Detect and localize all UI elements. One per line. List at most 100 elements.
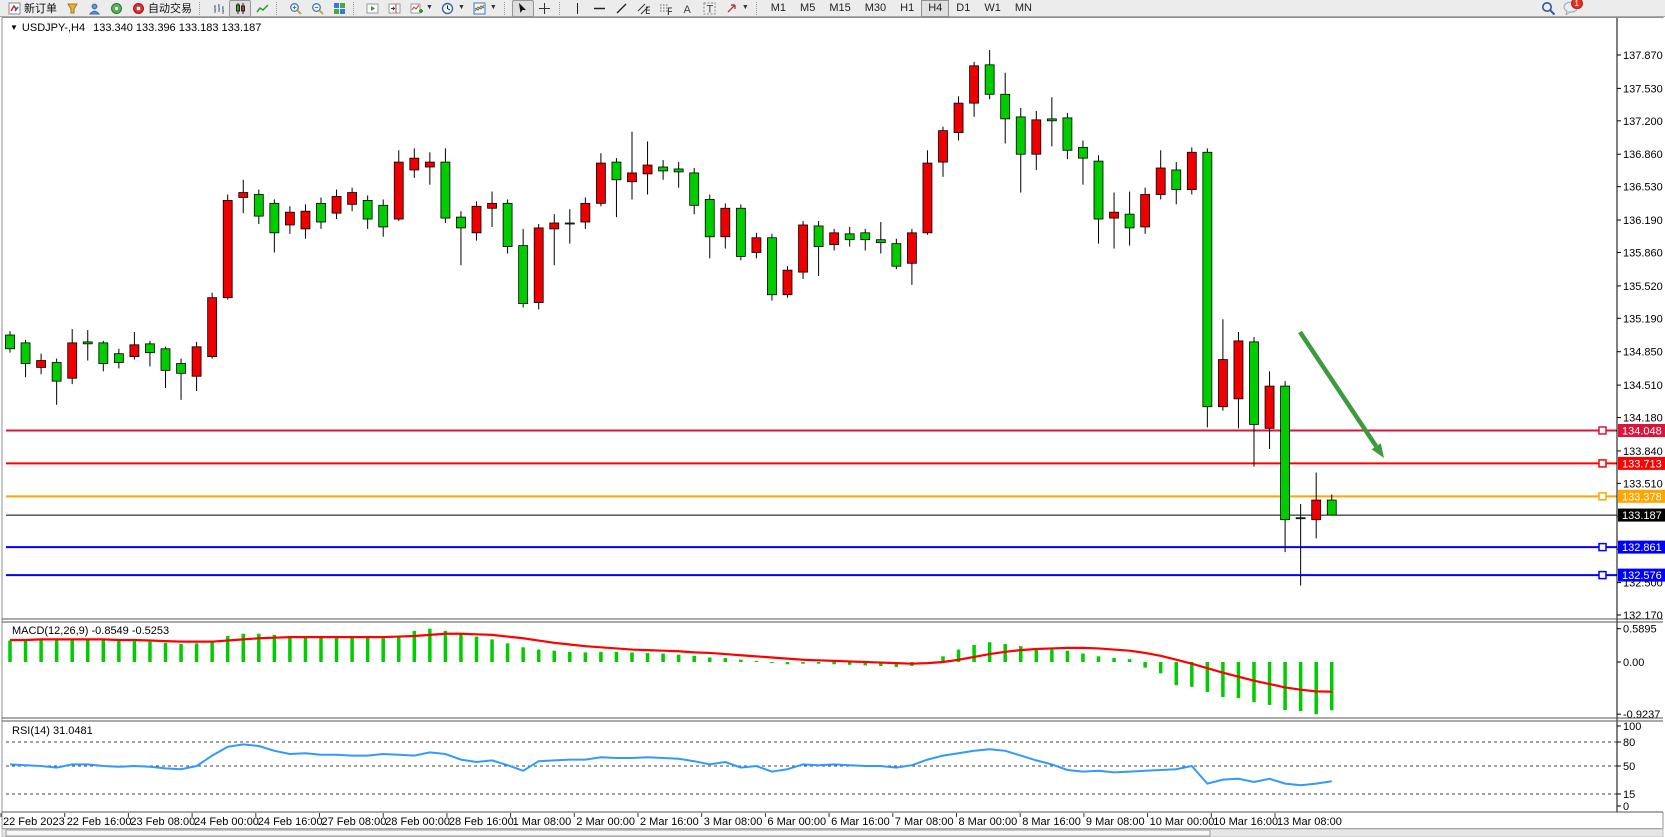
profile-icon [87,1,101,15]
timeframe-m15[interactable]: M15 [829,1,851,14]
candle [113,353,124,363]
svg-text:137.530: 137.530 [1623,83,1663,95]
candle [907,232,917,264]
chat-icon[interactable]: 1 [1563,0,1583,15]
svg-text:135.520: 135.520 [1623,281,1663,293]
line-handle[interactable] [1598,492,1607,501]
candle [331,196,342,214]
line-chart-button[interactable] [251,0,273,17]
bar-chart-button[interactable] [207,0,229,17]
svg-text:134.048: 134.048 [1622,425,1662,437]
candle [1155,167,1166,195]
candle [51,362,62,382]
bar-chart-icon [211,1,225,15]
candle [1109,211,1119,219]
price-axis: 137.870 137.530 137.200 136.860 136.530 136.1… [1616,18,1665,813]
tile-windows-button[interactable] [328,0,350,17]
vertical-line-button[interactable] [567,0,589,17]
crosshair-icon [538,1,552,15]
fibonacci-button[interactable]: F [655,0,677,17]
periods-caret-icon: ▼ [457,4,465,11]
trend-arrow-line[interactable] [1298,330,1379,448]
svg-text:136.860: 136.860 [1623,149,1663,161]
chevron-down-icon[interactable]: ▼ [10,23,18,32]
candle [891,243,902,267]
horizontal-price-lines[interactable] [6,426,1617,580]
equidistant-channel-button[interactable]: E [633,0,655,17]
svg-text:F: F [667,6,672,15]
svg-text:50: 50 [1623,761,1635,773]
signals-button[interactable] [105,0,127,17]
candlestick-chart-button[interactable] [229,0,251,17]
text-button[interactable]: A [677,0,699,17]
candle [984,64,995,95]
candle [393,161,404,220]
annotation-arrow[interactable] [1298,330,1384,458]
periods-button[interactable]: ▼ [437,0,469,17]
label-icon: T [703,1,717,15]
candle [549,222,560,230]
svg-text:133.187: 133.187 [1622,510,1662,522]
symbol-period-label: USDJPY-,H4 [21,22,86,34]
line-handle[interactable] [1598,426,1607,435]
chart-canvas[interactable]: 137.870 137.530 137.200 136.860 136.530 136.1… [0,17,1665,837]
new-order-label: 新订单 [24,3,57,15]
toolbar: 新订单 自动交易 [0,0,1665,17]
timeframe-w1[interactable]: W1 [984,1,1001,14]
h-scrollbar-thumb[interactable] [5,829,1211,837]
zoom-out-button[interactable] [306,0,328,17]
svg-text:137.200: 137.200 [1623,116,1663,128]
auto-scroll-icon [365,1,379,15]
add-indicator-icon [409,1,423,15]
timeframe-h4[interactable]: H4 [921,0,950,17]
search-icon[interactable] [1541,1,1555,15]
time-label: 1 Mar 08:00 [513,816,572,828]
zoom-in-button[interactable] [284,0,306,17]
candle [1218,359,1228,408]
timeframe-d1[interactable]: D1 [956,1,971,14]
timeframe-m5[interactable]: M5 [800,1,816,14]
line-handle[interactable] [1598,570,1607,580]
candle [627,172,637,183]
auto-scroll-button[interactable] [361,0,383,17]
crosshair-button[interactable] [534,0,556,17]
time-label: 3 Mar 08:00 [704,816,763,828]
timeframe-group: M1 M5 M15 M30 H1 H4 D1 W1 MN [764,0,1039,17]
timeframe-mn[interactable]: MN [1014,1,1032,14]
timeframe-m1[interactable]: M1 [770,1,787,14]
market-watch-button[interactable] [61,0,83,17]
svg-text:80: 80 [1623,737,1635,749]
rsi-indicator-label: RSI(14) 31.0481 [12,725,93,737]
rsi-name: RSI(14) [12,725,50,737]
candle [1295,517,1306,520]
svg-text:134.850: 134.850 [1623,347,1663,359]
cursor-button[interactable] [511,0,534,17]
accounts-button[interactable] [83,0,105,17]
timeframe-h1[interactable]: H1 [900,1,915,14]
templates-button[interactable]: ▼ [469,0,501,17]
time-label: 8 Mar 00:00 [959,816,1018,828]
funnel-icon [65,1,79,15]
templates-caret-icon: ▼ [489,4,497,11]
candle [844,233,855,241]
candle [938,130,948,163]
time-label: 6 Mar 00:00 [767,816,826,828]
arrows-button[interactable]: ▼ [721,0,753,17]
line-handle[interactable] [1598,459,1607,468]
time-label: 7 Mar 08:00 [895,816,954,828]
toolbar-separator [558,1,564,15]
timeframe-m30[interactable]: M30 [864,1,887,14]
trend-arrow-head [1371,443,1384,458]
autotrading-button[interactable]: 自动交易 [127,0,196,17]
horizontal-line-button[interactable] [589,0,611,17]
time-label: 22 Feb 2023 [3,816,65,828]
chart-shift-button[interactable] [383,0,405,17]
time-label: 2 Mar 16:00 [640,816,699,828]
line-handle[interactable] [1598,542,1607,552]
macd-indicator-label: MACD(12,26,9) -0.8549 -0.5253 [12,625,169,637]
indicators-button[interactable]: ▼ [405,0,437,17]
macd-name: MACD(12,26,9) [12,625,89,637]
new-order-button[interactable]: 新订单 [3,0,61,17]
trendline-button[interactable] [611,0,633,17]
text-label-button[interactable]: T [699,0,721,17]
